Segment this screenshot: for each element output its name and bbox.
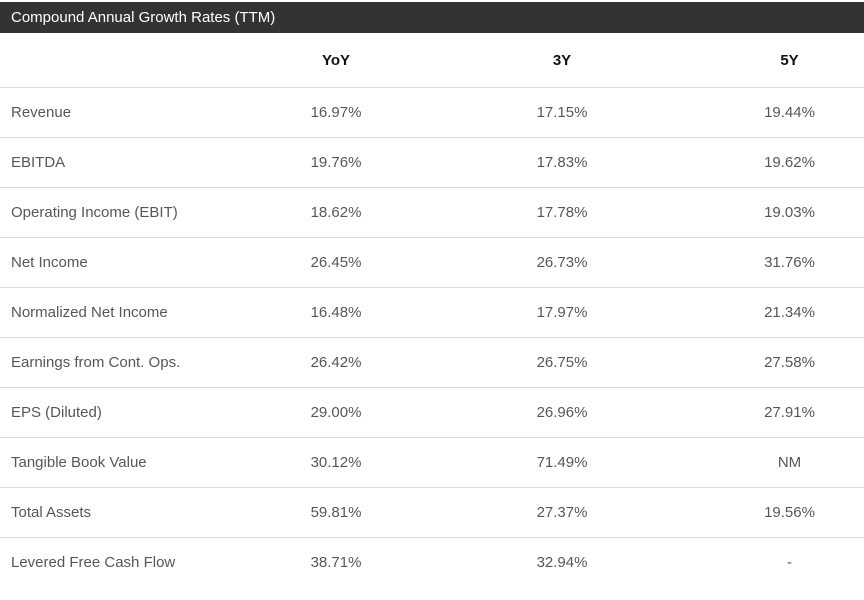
table-row: Total Assets 59.81% 27.37% 19.56% [0, 487, 864, 538]
table-row: Net Income 26.45% 26.73% 31.76% [0, 237, 864, 288]
cell-5y: 19.62% [677, 137, 864, 188]
cell-yoy: 26.42% [225, 337, 447, 388]
row-label: Tangible Book Value [0, 437, 225, 488]
cell-yoy: 38.71% [310, 554, 362, 571]
table-row: Revenue 16.97% 17.15% 19.44% [0, 87, 864, 138]
cell-yoy: 59.81% [225, 487, 447, 538]
row-label: Revenue [0, 87, 225, 138]
row-label: Operating Income (EBIT) [0, 187, 225, 238]
cell-3y: 17.83% [447, 137, 677, 188]
cell-5y: 19.44% [677, 87, 864, 138]
cell-3y: 17.78% [447, 187, 677, 238]
column-header-yoy: YoY [225, 33, 447, 88]
table-row: Earnings from Cont. Ops. 26.42% 26.75% 2… [0, 337, 864, 388]
table-row: Normalized Net Income 16.48% 17.97% 21.3… [0, 287, 864, 338]
cell-yoy: 16.97% [225, 87, 447, 138]
growth-rates-table: YoY 3Y 5Y Revenue 16.97% 17.15% 19.44% E… [0, 33, 864, 587]
section-header-bar: Compound Annual Growth Rates (TTM) [0, 2, 864, 33]
column-header-metric [0, 33, 225, 88]
table-row: EBITDA 19.76% 17.83% 19.62% [0, 137, 864, 188]
cell-3y: 32.94% [536, 554, 588, 571]
cell-5y: 19.56% [677, 487, 864, 538]
table-row: Tangible Book Value 30.12% 71.49% NM [0, 437, 864, 488]
cell-3y: 26.96% [447, 387, 677, 438]
cell-5y: - [787, 554, 792, 571]
cell-3y: 17.97% [447, 287, 677, 338]
table-header: YoY 3Y 5Y [0, 33, 864, 88]
row-label: Normalized Net Income [0, 287, 225, 338]
cell-yoy: 16.48% [225, 287, 447, 338]
row-label: Earnings from Cont. Ops. [0, 337, 225, 388]
row-label: Levered Free Cash Flow [11, 554, 176, 571]
cell-5y: 27.58% [677, 337, 864, 388]
cell-yoy: 18.62% [225, 187, 447, 238]
cell-3y: 71.49% [447, 437, 677, 488]
row-label: EPS (Diluted) [0, 387, 225, 438]
column-header-5y: 5Y [677, 33, 864, 88]
row-label: EBITDA [0, 137, 225, 188]
row-label: Net Income [0, 237, 225, 288]
cell-3y: 17.15% [447, 87, 677, 138]
table-row: Operating Income (EBIT) 18.62% 17.78% 19… [0, 187, 864, 238]
cell-5y: 19.03% [677, 187, 864, 238]
page-title: Compound Annual Growth Rates (TTM) [11, 9, 276, 26]
row-label: Total Assets [0, 487, 225, 538]
table-row: Levered Free Cash Flow 38.71% 32.94% - [0, 538, 864, 588]
cell-yoy: 29.00% [225, 387, 447, 438]
cell-3y: 27.37% [447, 487, 677, 538]
cell-5y: 21.34% [677, 287, 864, 338]
cell-5y: 27.91% [677, 387, 864, 438]
cell-3y: 26.73% [447, 237, 677, 288]
cell-3y: 26.75% [447, 337, 677, 388]
table-row: EPS (Diluted) 29.00% 26.96% 27.91% [0, 387, 864, 438]
column-header-3y: 3Y [447, 33, 677, 88]
cell-5y: 31.76% [677, 237, 864, 288]
table-body: Revenue 16.97% 17.15% 19.44% EBITDA 19.7… [0, 87, 864, 588]
cell-5y: NM [677, 437, 864, 488]
cell-yoy: 30.12% [225, 437, 447, 488]
cell-yoy: 26.45% [225, 237, 447, 288]
header-row: YoY 3Y 5Y [0, 33, 864, 88]
cell-yoy: 19.76% [225, 137, 447, 188]
